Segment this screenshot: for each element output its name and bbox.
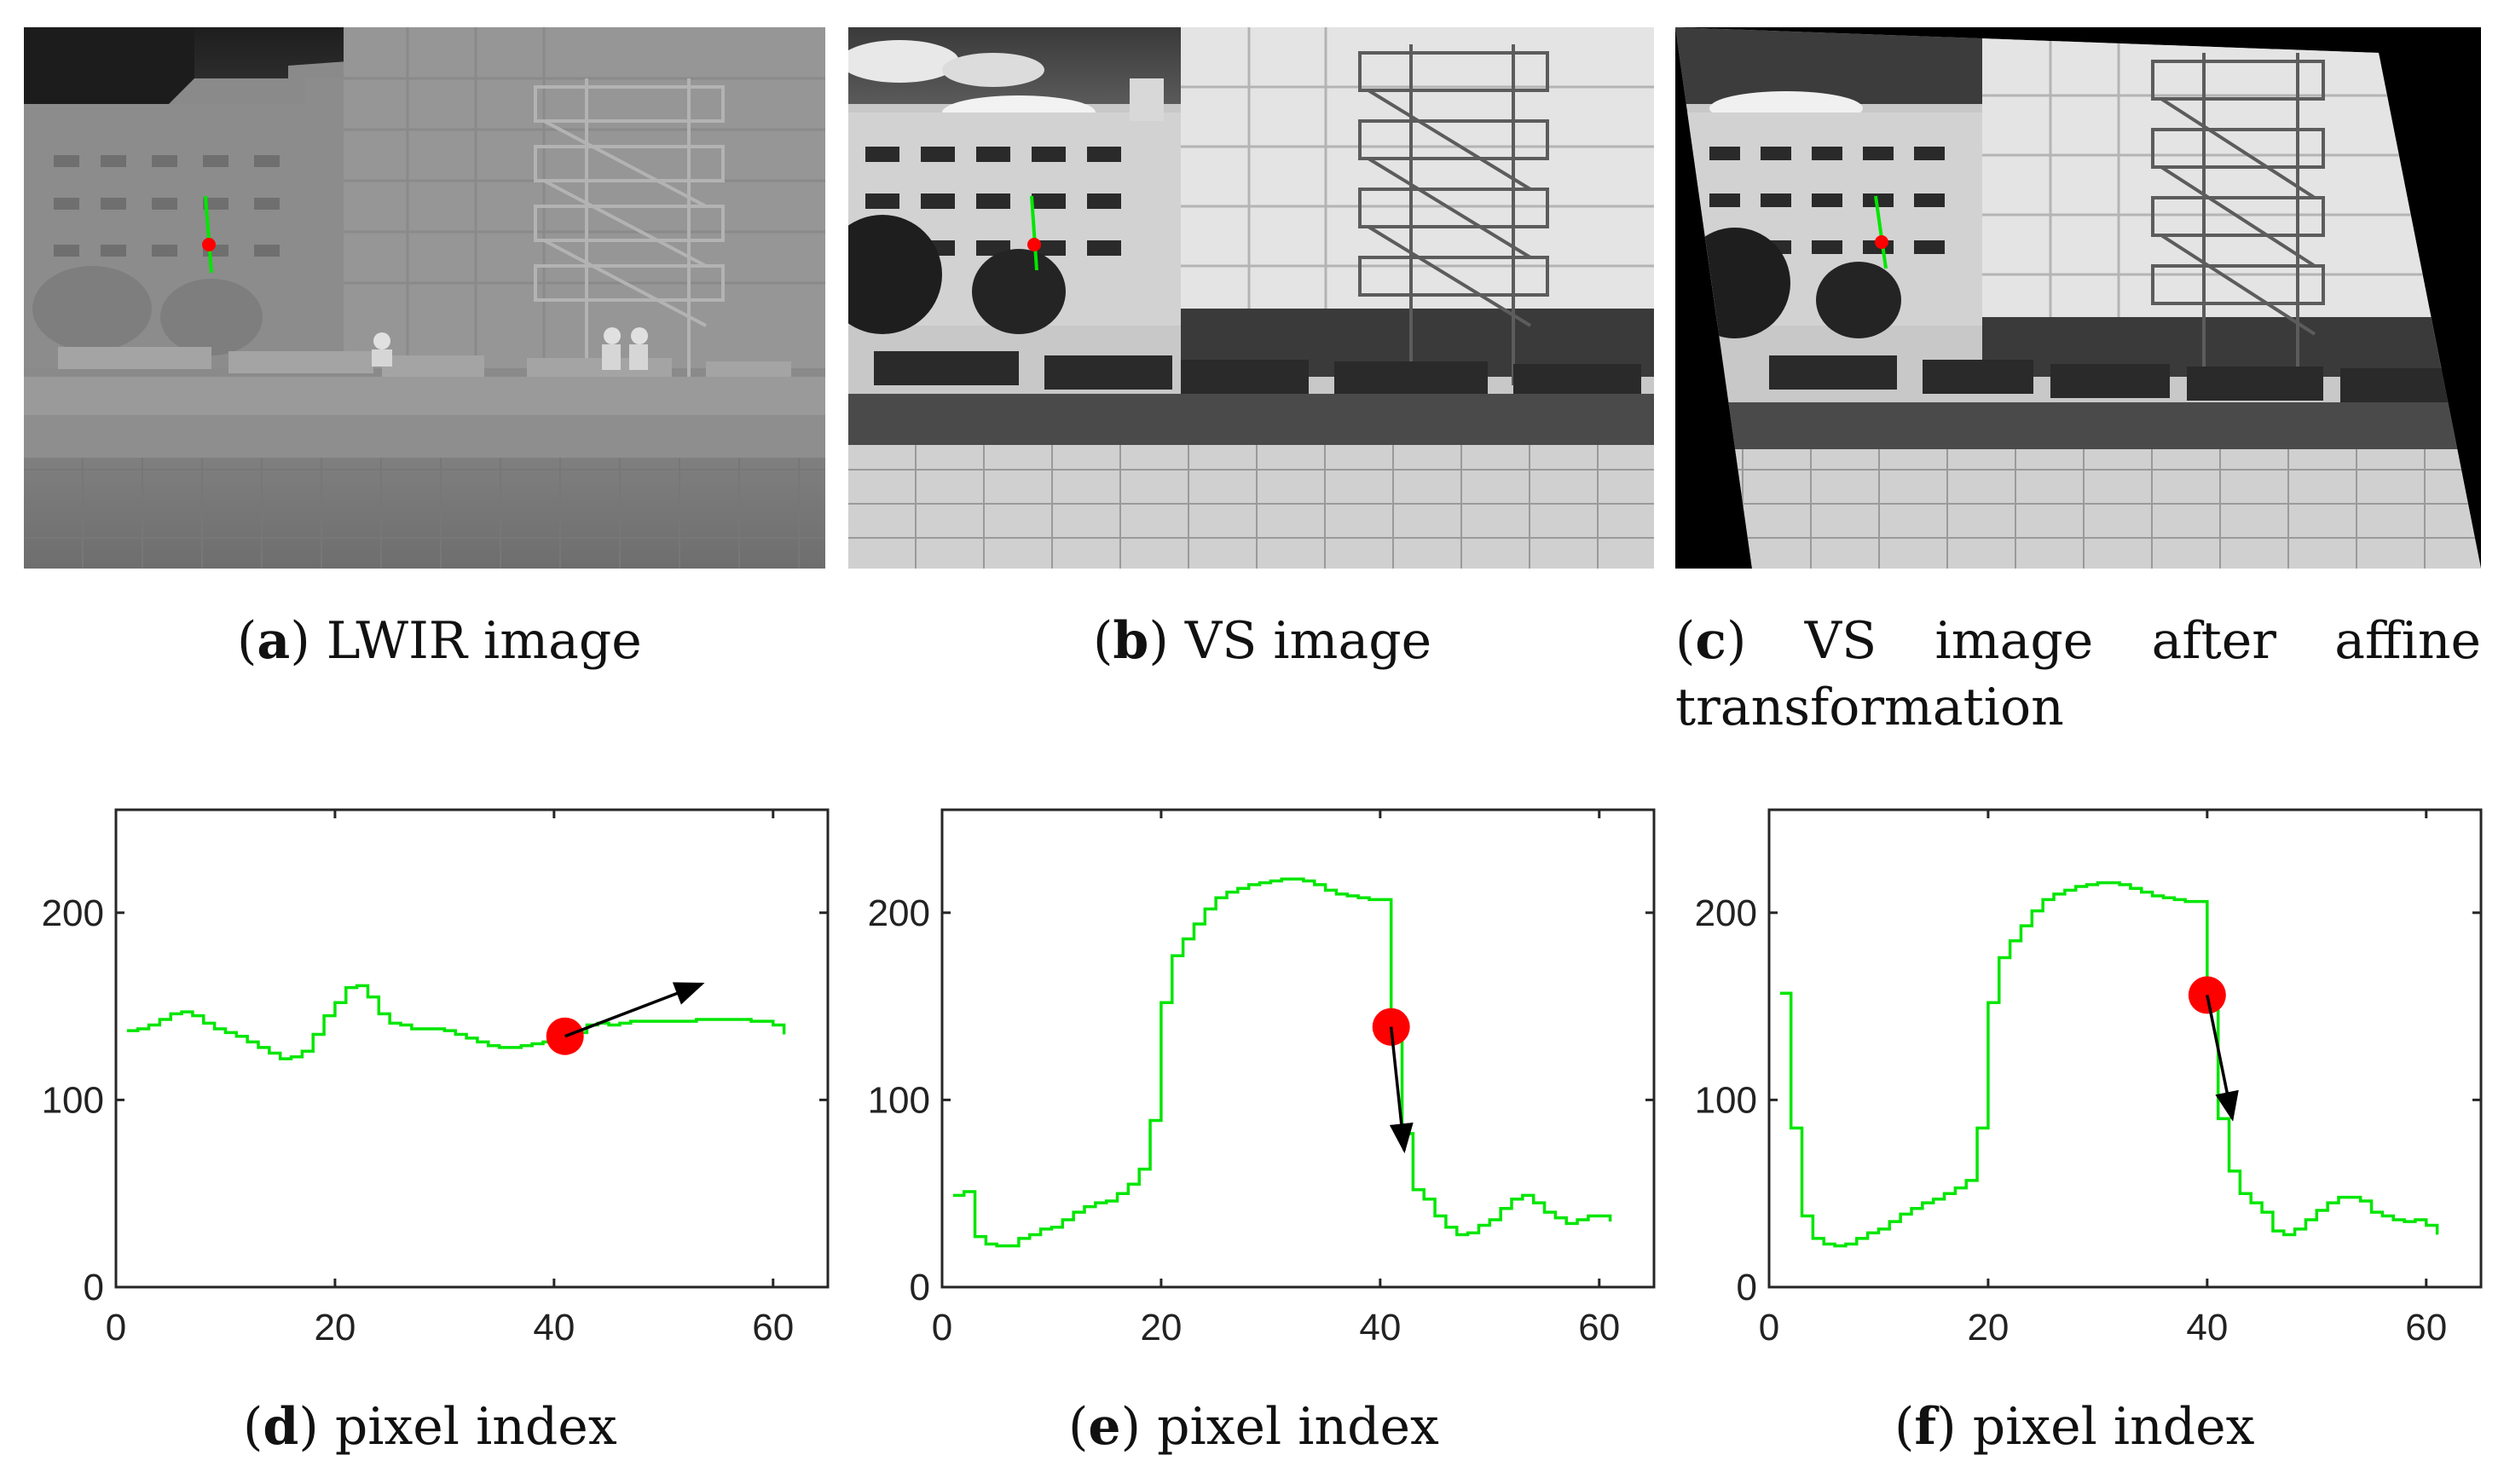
x-tick-label: 60 (752, 1307, 794, 1348)
y-tick-label: 100 (42, 1079, 104, 1121)
y-tick-label: 0 (1737, 1267, 1757, 1308)
x-tick-label: 40 (2186, 1307, 2228, 1348)
x-tick-label: 0 (1759, 1307, 1779, 1348)
x-tick-label: 0 (932, 1307, 952, 1348)
chart-f: 0 20 40 60 0 100 200 (1695, 808, 2483, 1348)
x-tick-label: 40 (533, 1307, 575, 1348)
y-tick-label: 100 (1695, 1079, 1757, 1121)
y-tick-label: 0 (84, 1267, 104, 1308)
y-tick-label: 200 (42, 892, 104, 934)
x-tick-label: 20 (1140, 1307, 1182, 1348)
caption-a: (a) LWIR image (237, 611, 642, 671)
x-tick-label: 0 (106, 1307, 126, 1348)
caption-f: (f) pixel index (1894, 1397, 2255, 1457)
gradient-arrow (564, 982, 705, 1038)
profile-line (952, 877, 1612, 1248)
gradient-arrow (2206, 995, 2239, 1122)
caption-b: (b) VS image (1093, 611, 1432, 671)
y-tick-label: 0 (910, 1267, 930, 1308)
gradient-arrow (1389, 1026, 1414, 1154)
x-tick-label: 40 (1359, 1307, 1401, 1348)
axes-box (114, 808, 830, 1289)
lwir-image (24, 27, 825, 569)
x-tick-label: 60 (2405, 1307, 2447, 1348)
chart-d: 0 20 40 60 0 100 200 (42, 808, 830, 1348)
axes-box (940, 808, 1656, 1289)
x-tick-label: 20 (1967, 1307, 2009, 1348)
affine-transformed-image (1675, 27, 2481, 569)
axes-box (1767, 808, 2483, 1289)
caption-e: (e) pixel index (1068, 1397, 1439, 1457)
caption-d: (d) pixel index (243, 1397, 617, 1457)
y-tick-label: 200 (1695, 892, 1757, 934)
y-tick-label: 200 (868, 892, 930, 934)
chart-e: 0 20 40 60 0 100 200 (868, 808, 1656, 1348)
profile-line (126, 984, 786, 1060)
highlight-point (2188, 976, 2226, 1014)
profile-line (1779, 881, 2439, 1248)
x-tick-label: 60 (1578, 1307, 1620, 1348)
visible-spectrum-image (848, 27, 1654, 569)
caption-c: (c) VS image after affine transformation (1675, 611, 2481, 737)
x-tick-label: 20 (314, 1307, 356, 1348)
y-tick-label: 100 (868, 1079, 930, 1121)
